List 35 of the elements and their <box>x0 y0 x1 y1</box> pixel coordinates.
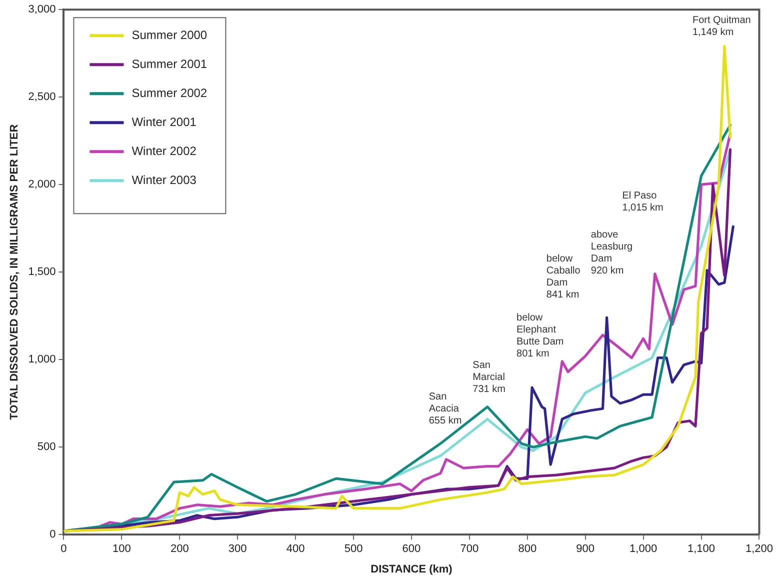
x-axis-title: DISTANCE (km) <box>370 563 453 576</box>
legend-label: Winter 2001 <box>132 114 197 129</box>
x-tick-label: 900 <box>576 543 595 556</box>
y-axis-title: TOTAL DISSOLVED SOLIDS, IN MILLIGRAMS PER LITER <box>8 124 21 420</box>
x-tick-label: 600 <box>402 543 421 556</box>
legend-label: Summer 2001 <box>132 56 208 71</box>
x-tick-label: 200 <box>170 543 189 556</box>
y-tick-label: 1,500 <box>28 266 56 278</box>
annotation: San Marcial 731 km <box>472 360 506 396</box>
annotation: below Caballo Dam 841 km <box>546 254 581 301</box>
annotation: Fort Quitman 1,149 km <box>692 15 751 38</box>
y-tick-label: 2,000 <box>28 178 56 191</box>
x-tick-label: 400 <box>286 543 305 556</box>
legend-label: Summer 2000 <box>132 28 208 42</box>
x-tick-label: 0 <box>60 543 67 556</box>
x-tick-label: 1,200 <box>745 543 773 556</box>
annotation: El Paso 1,015 km <box>622 190 664 214</box>
x-tick-label: 500 <box>344 543 363 556</box>
y-tick-label: 2,500 <box>28 91 56 104</box>
annotation: below Elephant Butte Dam 801 km <box>516 312 564 360</box>
legend-label: Winter 2003 <box>132 172 197 187</box>
legend-label: Summer 2002 <box>132 86 208 100</box>
y-tick-label: 3,000 <box>28 4 56 16</box>
y-tick-label: 1,000 <box>28 354 56 366</box>
x-tick-label: 300 <box>228 543 247 556</box>
x-tick-label: 1,000 <box>630 543 658 556</box>
x-tick-label: 100 <box>112 543 131 556</box>
x-tick-label: 1,100 <box>688 543 716 556</box>
x-tick-label: 700 <box>460 543 479 556</box>
annotation: above Leasburg Dam 920 km <box>590 230 633 277</box>
legend-label: Winter 2002 <box>132 144 197 158</box>
y-tick-label: 500 <box>37 441 56 454</box>
y-tick-label: 0 <box>50 528 56 541</box>
x-tick-label: 800 <box>518 543 537 556</box>
annotation: San Acacia 655 km <box>428 392 462 427</box>
